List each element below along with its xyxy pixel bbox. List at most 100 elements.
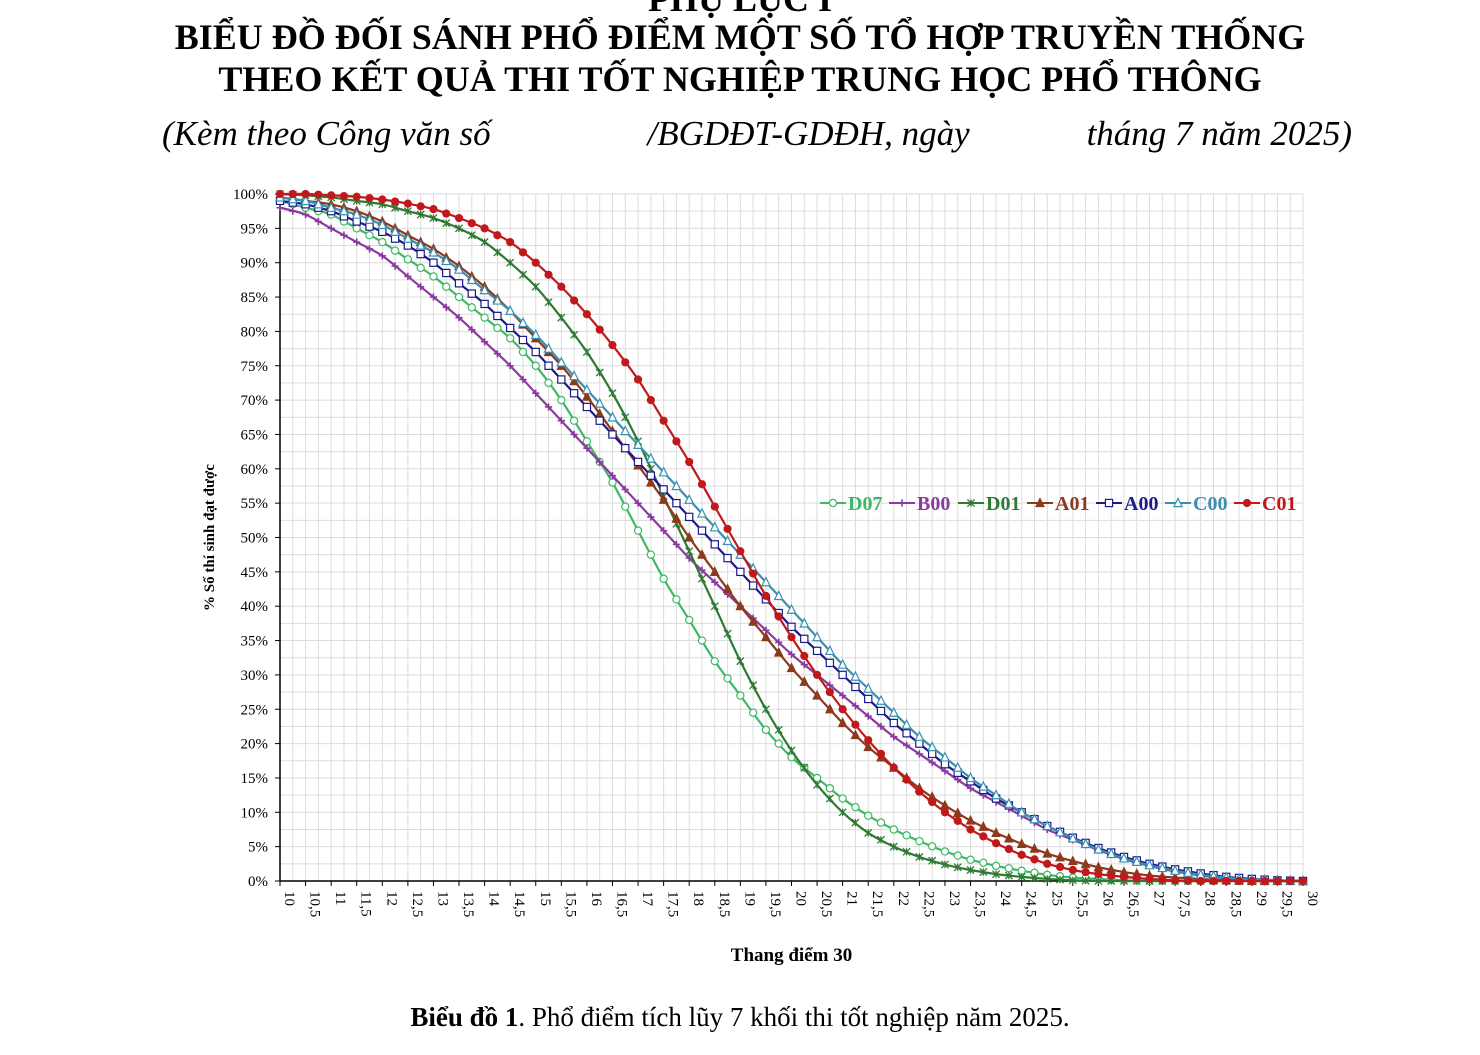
data-point [889, 718, 899, 728]
y-tick-label: 30% [241, 668, 269, 684]
data-point [850, 729, 861, 740]
data-point [787, 650, 796, 658]
data-point [952, 761, 963, 772]
data-point [824, 644, 835, 656]
data-point [927, 842, 937, 851]
data-point [774, 725, 783, 734]
data-point [352, 217, 361, 226]
y-tick-label: 40% [241, 599, 269, 615]
data-point [748, 615, 759, 626]
x-tick-label: 15 [537, 891, 553, 906]
data-point [416, 210, 425, 219]
cumulative-score-chart: 0% 5% 10% 15% 20% 25% 30% 35% 40% 45% 50% 55% 60% 65%… [202, 187, 1320, 966]
series-c00 [274, 191, 1309, 886]
data-point [505, 323, 515, 333]
data-point [1017, 872, 1026, 881]
data-point [685, 615, 694, 625]
x-tick-label: 30 [1304, 891, 1320, 906]
data-point [557, 417, 565, 425]
x-tick-label: 22 [895, 891, 911, 906]
data-point [646, 550, 656, 559]
x-tick-label: 21 [844, 891, 860, 906]
data-point [800, 763, 809, 772]
data-point [493, 311, 502, 321]
y-tick-label: 15% [241, 771, 269, 787]
data-point [467, 231, 476, 240]
data-point [352, 192, 361, 201]
data-point [684, 493, 695, 504]
subtitle-part-2: /BGDĐT-GDĐH, ngày [647, 114, 970, 153]
data-point [928, 856, 937, 865]
data-point [403, 241, 413, 250]
data-point [749, 569, 758, 578]
x-tick-label: 28 [1202, 891, 1218, 906]
data-point [761, 725, 771, 735]
data-point [327, 224, 335, 232]
data-point [685, 457, 694, 467]
data-point [826, 681, 834, 689]
data-point [1183, 876, 1193, 885]
data-point [429, 213, 438, 223]
data-point [404, 272, 412, 281]
data-point [723, 629, 732, 638]
data-point [735, 600, 746, 611]
y-tick-label: 60% [241, 462, 269, 478]
data-point [326, 201, 337, 212]
legend-marker [966, 498, 976, 508]
data-point [569, 389, 579, 398]
x-tick-label: 21,5 [869, 891, 885, 917]
data-point [787, 633, 796, 642]
data-point [455, 314, 463, 322]
data-point [1068, 876, 1077, 885]
x-tick-label: 12,5 [409, 891, 425, 917]
data-point [864, 828, 873, 837]
data-point [1132, 873, 1141, 883]
data-point [697, 480, 707, 489]
data-point [941, 767, 949, 775]
y-tick-label: 0% [248, 874, 268, 890]
data-point [799, 676, 810, 686]
data-point [1234, 876, 1244, 886]
data-point [850, 670, 861, 681]
x-tick-label: 16 [588, 891, 604, 907]
legend-label: A01 [1055, 493, 1089, 515]
data-point [992, 870, 1001, 879]
data-point [1273, 876, 1282, 886]
data-point [660, 527, 668, 535]
data-point [928, 758, 936, 767]
data-point [710, 656, 719, 666]
data-point [940, 760, 950, 769]
data-point [390, 197, 400, 206]
data-point [851, 720, 860, 729]
data-point [403, 255, 413, 264]
data-point [953, 816, 962, 825]
data-point [607, 411, 618, 422]
data-point [582, 402, 592, 412]
data-point [978, 821, 989, 831]
data-point [800, 660, 808, 669]
data-point [378, 227, 387, 236]
data-point [544, 403, 553, 411]
main-title-line-1: BIỂU ĐỒ ĐỐI SÁNH PHỔ ĐIỂM MỘT SỐ TỔ HỢP … [174, 17, 1306, 57]
data-point [353, 238, 361, 246]
data-point [442, 268, 451, 278]
legend-label: D07 [848, 493, 882, 515]
data-point [595, 416, 604, 425]
data-point [1029, 842, 1040, 853]
data-point [838, 794, 847, 803]
data-point [1030, 855, 1039, 864]
data-point [864, 712, 872, 720]
data-point [416, 249, 425, 259]
data-point [339, 191, 349, 201]
data-point [812, 631, 823, 642]
data-point [786, 603, 797, 614]
data-point [1043, 859, 1052, 868]
data-point [570, 430, 578, 439]
data-point [621, 358, 630, 367]
data-point [991, 861, 1001, 871]
data-point [953, 851, 962, 860]
data-point [915, 836, 924, 846]
data-point [621, 485, 629, 494]
data-point [851, 682, 860, 692]
data-point [799, 617, 810, 628]
